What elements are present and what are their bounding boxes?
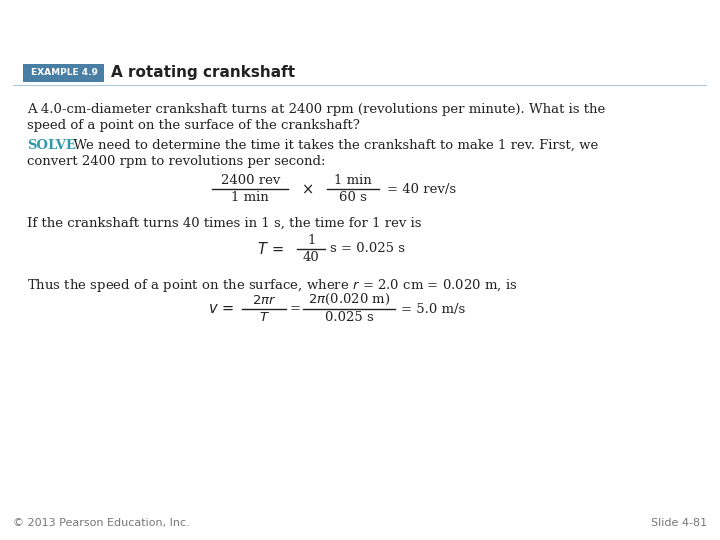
- Text: $T\,=$: $T\,=$: [257, 241, 284, 257]
- Text: =: =: [289, 302, 301, 315]
- Text: 1: 1: [307, 234, 315, 247]
- Text: A rotating crankshaft: A rotating crankshaft: [111, 65, 295, 80]
- Text: We need to determine the time it takes the crankshaft to make 1 rev. First, we: We need to determine the time it takes t…: [65, 139, 598, 152]
- Text: Thus the speed of a point on the surface, where $r$ = 2.0 cm = 0.020 m, is: Thus the speed of a point on the surface…: [27, 277, 518, 294]
- Text: speed of a point on the surface of the crankshaft?: speed of a point on the surface of the c…: [27, 119, 360, 132]
- Text: s = 0.025 s: s = 0.025 s: [330, 242, 405, 255]
- Text: SOLVE: SOLVE: [27, 139, 76, 152]
- Text: convert 2400 rpm to revolutions per second:: convert 2400 rpm to revolutions per seco…: [27, 155, 325, 168]
- Text: $v\,=$: $v\,=$: [207, 302, 234, 316]
- Text: $T$: $T$: [258, 311, 270, 324]
- Text: 0.025 s: 0.025 s: [325, 311, 374, 324]
- Text: 40: 40: [303, 251, 320, 264]
- Text: 1 min: 1 min: [231, 191, 269, 204]
- Text: 60 s: 60 s: [339, 191, 367, 204]
- Text: 2400 rev: 2400 rev: [220, 174, 280, 187]
- Text: $2\pi$(0.020 m): $2\pi$(0.020 m): [308, 292, 390, 307]
- Text: If the crankshaft turns 40 times in 1 s, the time for 1 rev is: If the crankshaft turns 40 times in 1 s,…: [27, 217, 421, 230]
- Text: $\times$: $\times$: [301, 181, 313, 197]
- Text: Slide 4-81: Slide 4-81: [651, 518, 707, 528]
- Text: $2\pi r$: $2\pi r$: [252, 294, 276, 307]
- Text: = 5.0 m/s: = 5.0 m/s: [401, 302, 465, 315]
- Text: Example 4.9 A Rotating Crankshaft: Example 4.9 A Rotating Crankshaft: [9, 15, 449, 35]
- Text: A 4.0-cm-diameter crankshaft turns at 2400 rpm (revolutions per minute). What is: A 4.0-cm-diameter crankshaft turns at 24…: [27, 103, 606, 116]
- Text: = 40 rev/s: = 40 rev/s: [387, 183, 456, 195]
- Text: 1 min: 1 min: [334, 174, 372, 187]
- Text: EXAMPLE 4.9: EXAMPLE 4.9: [30, 68, 97, 77]
- Text: © 2013 Pearson Education, Inc.: © 2013 Pearson Education, Inc.: [13, 518, 189, 528]
- FancyBboxPatch shape: [24, 64, 104, 82]
